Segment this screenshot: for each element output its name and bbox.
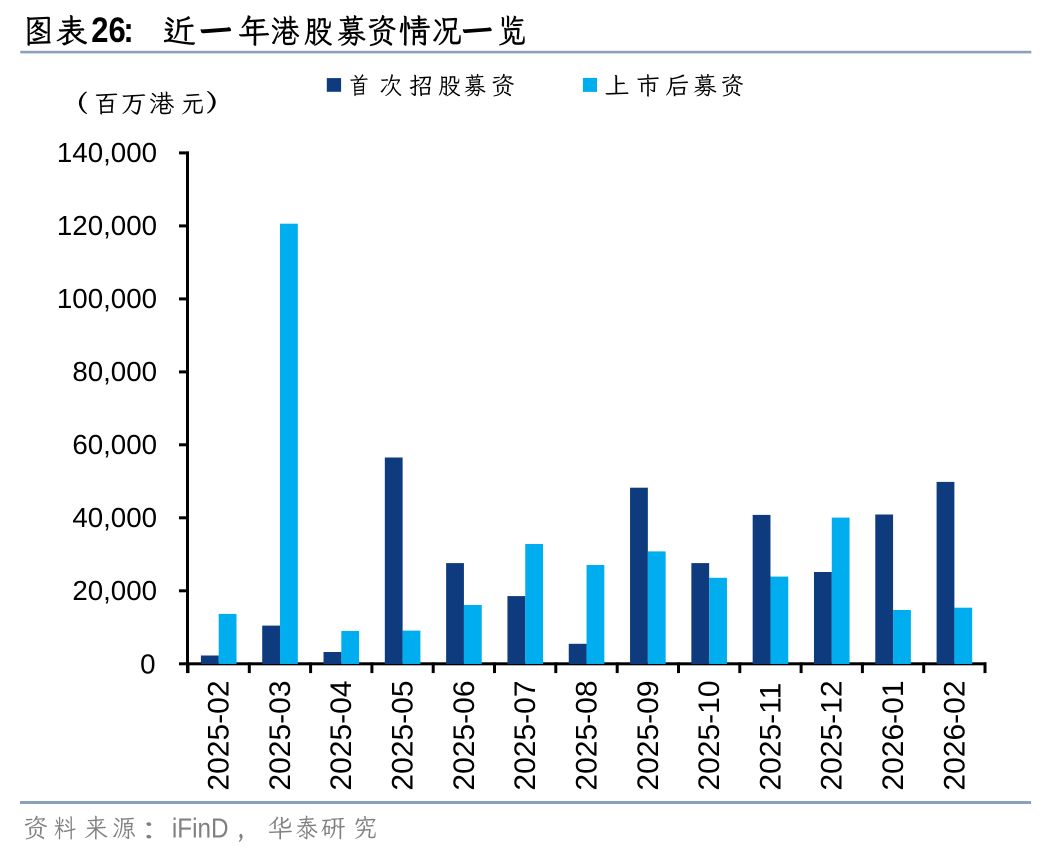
svg-text:2026-01: 2026-01 [877,680,910,790]
svg-text:2025-09: 2025-09 [632,680,665,790]
svg-text:20,000: 20,000 [72,575,157,606]
svg-text:2025-12: 2025-12 [816,680,849,790]
svg-text:2026-02: 2026-02 [938,680,971,790]
svg-text:40,000: 40,000 [72,502,157,533]
svg-text:2025-10: 2025-10 [693,680,726,790]
svg-text::: : [123,11,133,50]
svg-text:2025-11: 2025-11 [754,683,787,791]
svg-text:2025-06: 2025-06 [448,680,481,790]
svg-text:2025-03: 2025-03 [264,680,297,790]
svg-text:140,000: 140,000 [57,137,157,168]
svg-text:2025-08: 2025-08 [571,680,604,790]
svg-text:0: 0 [140,649,155,680]
svg-text:80,000: 80,000 [72,356,157,387]
svg-text:iFinD: iFinD [172,812,229,844]
svg-text:2025-04: 2025-04 [325,680,358,790]
svg-text:2025-07: 2025-07 [509,680,542,790]
svg-text:60,000: 60,000 [72,429,157,460]
svg-text:2025-05: 2025-05 [387,680,420,790]
svg-text:2025-02: 2025-02 [203,680,236,790]
svg-text:120,000: 120,000 [57,210,157,241]
svg-text:26: 26 [91,11,125,50]
svg-text:100,000: 100,000 [57,283,157,314]
